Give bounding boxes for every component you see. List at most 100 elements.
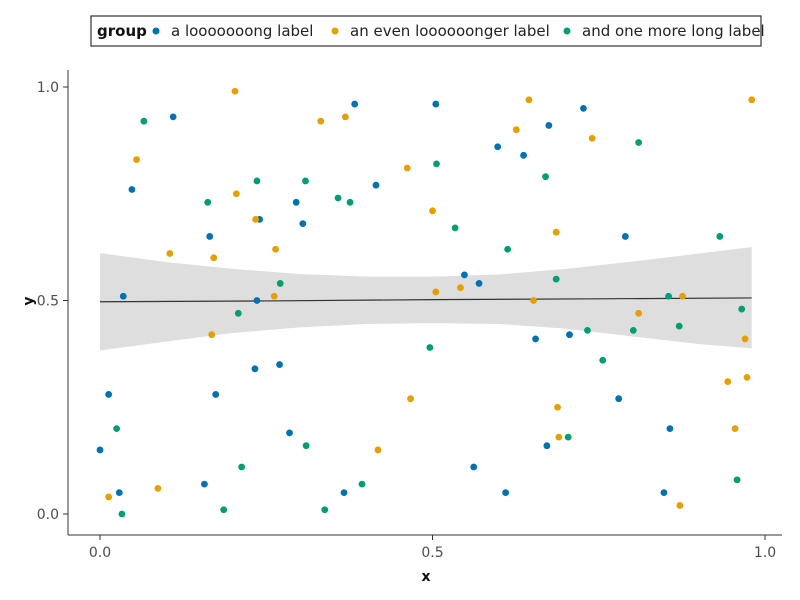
data-point-series-3 <box>665 292 672 300</box>
data-point-series-2 <box>552 228 560 236</box>
confidence-band <box>100 247 752 351</box>
legend: group a looooooong label an even loooooo… <box>90 15 765 47</box>
data-point-series-1 <box>128 186 136 193</box>
data-point-series-2 <box>210 254 218 262</box>
data-point-series-1 <box>119 292 127 300</box>
legend-label-series-1: a looooooong label <box>171 22 313 40</box>
data-point-series-3 <box>552 275 560 283</box>
data-point-series-2 <box>457 284 464 292</box>
data-point-series-2 <box>208 331 216 339</box>
data-point-series-3 <box>716 233 724 240</box>
data-point-series-3 <box>113 425 121 432</box>
data-point-series-1 <box>212 391 220 398</box>
data-point-series-1 <box>276 361 283 368</box>
data-point-series-2 <box>133 156 140 163</box>
data-point-series-2 <box>635 309 643 317</box>
data-point-series-3 <box>276 280 284 287</box>
data-point-series-2 <box>679 292 686 300</box>
data-point-series-2 <box>154 484 162 492</box>
legend-title: group <box>97 22 147 40</box>
data-point-series-1 <box>580 104 587 112</box>
data-point-series-1 <box>286 429 293 437</box>
data-point-series-2 <box>525 96 533 104</box>
data-point-series-2 <box>105 493 113 501</box>
data-point-series-3 <box>234 309 242 317</box>
data-point-series-3 <box>738 305 746 313</box>
data-point-series-1 <box>494 143 502 151</box>
data-point-series-1 <box>169 113 177 121</box>
data-point-series-2 <box>676 502 684 509</box>
data-point-series-3 <box>302 442 310 450</box>
x-tick-label: 0.5 <box>421 545 443 561</box>
data-point-series-1 <box>206 233 214 240</box>
data-point-series-1 <box>475 280 483 287</box>
data-point-series-3 <box>426 344 434 351</box>
data-point-series-1 <box>253 297 261 304</box>
data-point-series-3 <box>204 198 212 206</box>
data-point-series-1 <box>666 425 674 432</box>
data-point-series-1 <box>545 122 553 129</box>
data-point-series-2 <box>166 250 174 257</box>
smooth-layer <box>99 247 752 351</box>
data-point-series-2 <box>232 190 240 198</box>
data-point-series-3 <box>451 224 459 232</box>
data-point-series-3 <box>733 476 741 484</box>
data-point-series-2 <box>374 446 382 454</box>
trend-line <box>99 297 752 303</box>
legend-label-series-3: and one more long label <box>582 22 765 40</box>
points-layer <box>96 87 756 518</box>
data-point-series-1 <box>105 391 113 398</box>
legend-marker-series-1 <box>152 27 160 35</box>
data-point-series-3 <box>253 177 261 185</box>
data-point-series-2 <box>530 297 537 304</box>
data-point-series-3 <box>675 322 683 330</box>
data-point-series-1 <box>340 489 348 497</box>
data-point-series-1 <box>461 271 468 279</box>
data-point-series-3 <box>140 117 148 125</box>
data-point-series-1 <box>299 220 307 228</box>
data-point-series-2 <box>555 433 563 441</box>
data-point-series-2 <box>741 335 749 343</box>
data-point-series-1 <box>532 335 539 343</box>
x-tick-label: 1.0 <box>754 545 776 561</box>
data-point-series-2 <box>317 117 325 125</box>
legend-box <box>90 15 762 47</box>
y-tick-label: 1.0 <box>37 80 59 96</box>
data-point-series-1 <box>566 331 573 339</box>
data-point-series-2 <box>407 395 414 403</box>
data-point-series-3 <box>302 177 309 185</box>
data-point-series-3 <box>220 506 228 514</box>
data-point-series-2 <box>724 378 732 386</box>
data-point-series-1 <box>292 198 300 206</box>
data-point-series-2 <box>231 87 239 95</box>
y-axis-ticks: 0.0 0.5 1.0 <box>37 80 68 523</box>
data-point-series-2 <box>731 425 739 432</box>
data-point-series-3 <box>564 433 572 441</box>
data-point-series-1 <box>351 100 359 108</box>
data-point-series-3 <box>629 326 637 334</box>
data-point-series-1 <box>372 181 380 189</box>
data-point-series-3 <box>504 245 512 253</box>
data-point-series-1 <box>96 446 104 454</box>
data-point-series-1 <box>543 442 551 450</box>
data-point-series-1 <box>621 233 629 240</box>
data-point-series-2 <box>429 207 436 215</box>
data-point-series-3 <box>584 326 591 334</box>
data-point-series-2 <box>743 373 751 381</box>
data-point-series-1 <box>251 365 259 373</box>
legend-marker-series-3 <box>563 27 571 35</box>
data-point-series-3 <box>635 139 643 146</box>
data-point-series-3 <box>118 510 126 518</box>
data-point-series-2 <box>512 126 520 134</box>
data-point-series-2 <box>432 288 440 296</box>
data-point-series-1 <box>660 489 668 497</box>
data-point-series-1 <box>115 489 123 497</box>
data-point-series-3 <box>542 173 549 181</box>
data-point-series-1 <box>502 489 510 497</box>
data-point-series-1 <box>470 463 478 471</box>
x-axis-title: x <box>421 569 430 585</box>
data-point-series-3 <box>346 198 354 206</box>
data-point-series-2 <box>252 215 260 223</box>
